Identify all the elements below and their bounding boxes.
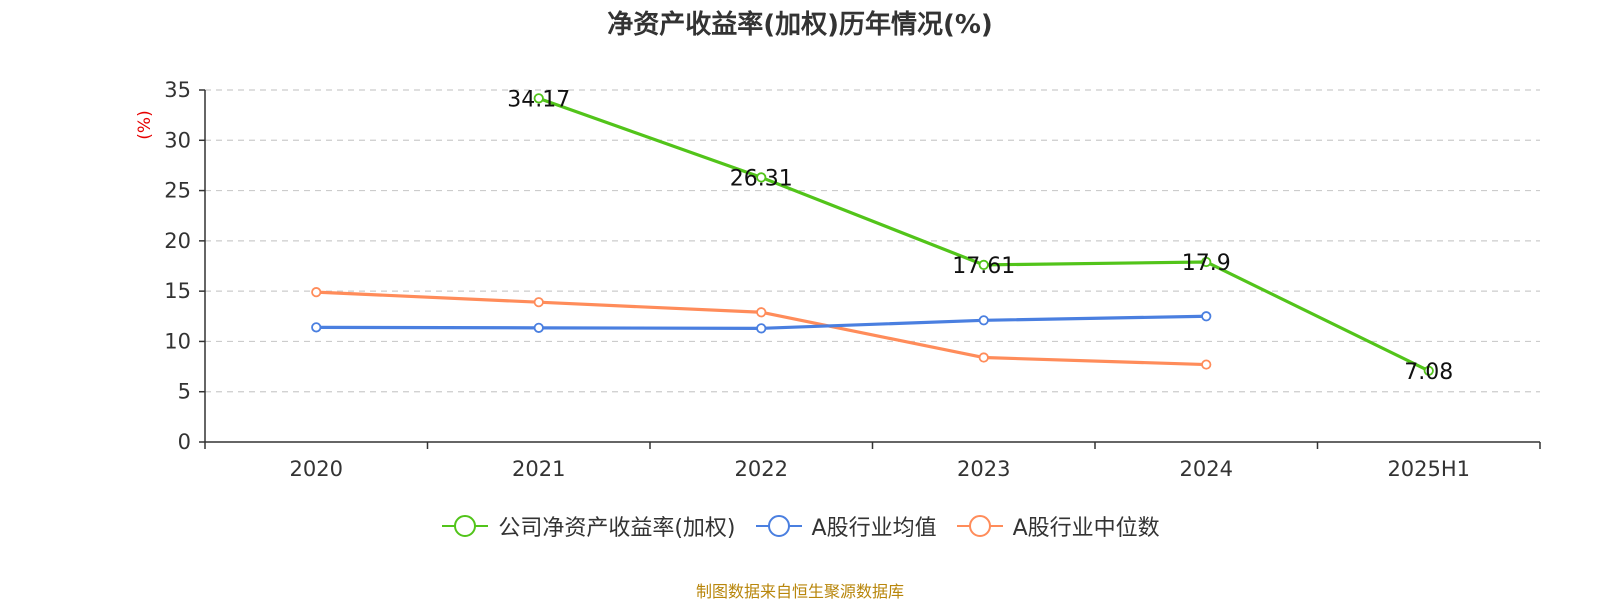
data-point [1201, 311, 1212, 322]
legend-label: A股行业均值 [811, 516, 937, 541]
data-label: 17.61 [952, 254, 1015, 279]
y-tick-label: 25 [164, 179, 191, 203]
axes: 0 5 10 15 20 25 30 35 (%) 2020 2021 2022 2023 2024 202… [135, 78, 1541, 481]
y-tick-label: 15 [164, 279, 191, 303]
legend-label: 公司净资产收益率(加权) [498, 516, 736, 541]
series-lines [311, 93, 1434, 376]
y-axis-label: (%) [135, 110, 155, 139]
x-tick-label: 2024 [1180, 457, 1233, 481]
legend-item[interactable]: 公司净资产收益率(加权) [440, 510, 736, 542]
data-point [533, 322, 544, 333]
legend-label: A股行业中位数 [1012, 516, 1160, 541]
legend-line-circle-icon [442, 515, 489, 537]
data-point [978, 259, 989, 270]
source-note: 制图数据来自恒生聚源数据库 [695, 582, 904, 601]
x-tick-label: 2021 [512, 457, 565, 481]
grid-lines [205, 89, 1540, 393]
x-tick-label: 2025H1 [1387, 457, 1470, 481]
x-tick-label: 2020 [290, 457, 343, 481]
data-label: 7.08 [1404, 360, 1453, 385]
legend-item[interactable]: A股行业均值 [754, 510, 937, 542]
chart-title: 净资产收益率(加权)历年情况(%) [607, 10, 993, 40]
legend: 公司净资产收益率(加权) A股行业均值 A股行业中位数 [0, 510, 1600, 542]
y-tick-label: 20 [164, 229, 191, 253]
data-point [311, 322, 322, 333]
data-point [1423, 365, 1434, 376]
y-tick-label: 10 [164, 329, 191, 353]
y-tick-label: 0 [178, 430, 191, 454]
x-tick-label: 2022 [735, 457, 788, 481]
data-point [756, 307, 767, 318]
data-labels: 34.17 26.31 17.61 17.9 7.08 [507, 87, 1453, 384]
data-point [311, 287, 322, 298]
data-label: 26.31 [730, 166, 793, 191]
data-point [978, 315, 989, 326]
data-point [978, 352, 989, 363]
y-tick-label: 30 [164, 128, 191, 152]
data-point [1201, 359, 1212, 370]
y-tick-label: 35 [164, 78, 191, 102]
y-tick-label: 5 [178, 380, 191, 404]
legend-line-circle-icon [755, 515, 802, 537]
data-point [533, 297, 544, 308]
x-tick-label: 2023 [957, 457, 1010, 481]
data-point [533, 93, 544, 104]
data-label: 34.17 [507, 87, 570, 112]
data-point [756, 172, 767, 183]
data-point [756, 323, 767, 334]
data-label: 17.9 [1182, 251, 1231, 276]
series-line [538, 96, 1430, 373]
legend-line-circle-icon [956, 515, 1003, 537]
legend-item[interactable]: A股行业中位数 [955, 510, 1160, 542]
data-point [1201, 256, 1212, 268]
